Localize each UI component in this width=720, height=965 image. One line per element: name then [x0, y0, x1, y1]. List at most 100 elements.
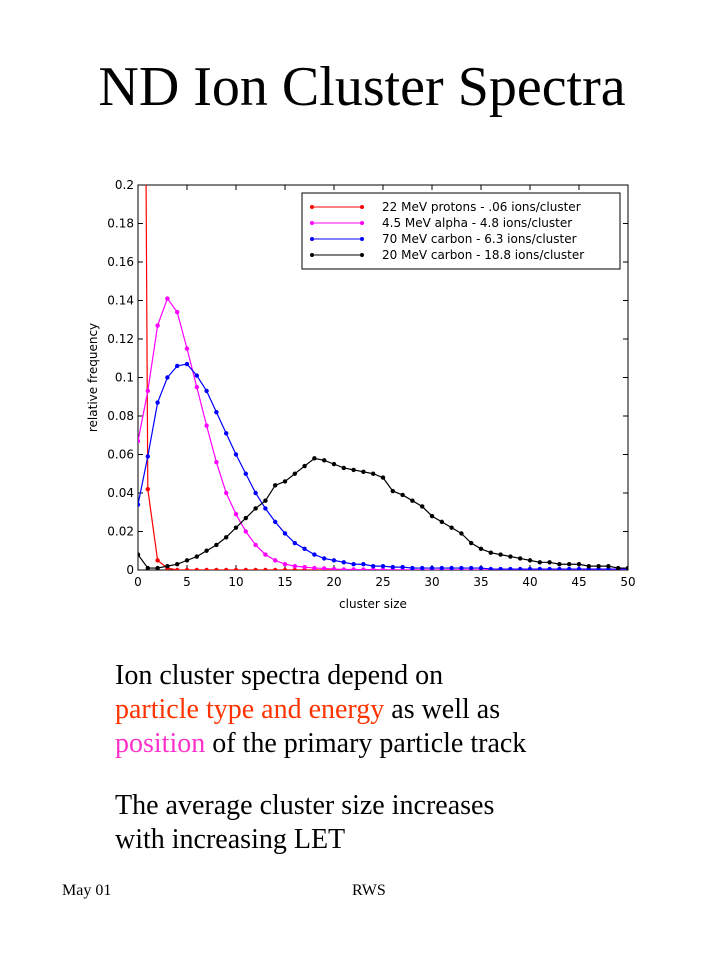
- point: [616, 565, 621, 570]
- point: [576, 562, 582, 567]
- point: [331, 566, 337, 570]
- text-segment: of the primary particle track: [205, 728, 526, 759]
- x-tick-label: 50: [620, 575, 635, 589]
- point: [253, 542, 258, 548]
- point: [224, 431, 229, 436]
- point: [322, 458, 327, 463]
- point: [194, 373, 199, 378]
- point: [488, 566, 493, 570]
- point: [439, 565, 444, 570]
- point: [371, 567, 376, 570]
- point: [410, 498, 415, 503]
- point: [243, 515, 248, 521]
- point: [341, 560, 346, 565]
- point: [469, 540, 474, 546]
- point: [380, 475, 386, 480]
- point: [165, 375, 170, 380]
- point: [233, 525, 239, 530]
- y-axis-label: relative frequency: [86, 323, 100, 432]
- point: [145, 565, 150, 570]
- point: [292, 471, 297, 476]
- point: [204, 567, 209, 570]
- legend-dot: [310, 237, 314, 241]
- point: [292, 567, 297, 570]
- point: [322, 566, 327, 570]
- chart: 0 0.02 0.04 0.06 0.08 0.1 0.12 0.14 0.16 0.18 0.2 0…: [86, 178, 636, 611]
- point: [175, 562, 180, 567]
- legend-dot: [310, 253, 314, 257]
- point: [331, 558, 337, 563]
- y-tick-label: 0.02: [107, 525, 134, 539]
- point: [145, 454, 150, 459]
- text-segment: position: [115, 728, 205, 759]
- y-tick-label: 0.1: [115, 371, 134, 385]
- point: [214, 542, 219, 548]
- point: [557, 562, 562, 567]
- point: [518, 566, 523, 570]
- point: [145, 486, 150, 492]
- x-tick-label: 15: [277, 575, 292, 589]
- x-tick-label: 10: [228, 575, 243, 589]
- legend-dot: [360, 253, 364, 257]
- point: [429, 513, 435, 519]
- point: [586, 563, 591, 569]
- text-line: Ion cluster spectra depend on: [115, 660, 443, 691]
- point: [312, 552, 317, 557]
- text-line: The average cluster size increases: [115, 790, 494, 821]
- point: [527, 558, 533, 563]
- point: [380, 563, 386, 569]
- point: [459, 565, 464, 570]
- point: [400, 492, 405, 498]
- point: [508, 554, 513, 559]
- point: [567, 566, 572, 570]
- x-axis-label: cluster size: [339, 597, 407, 611]
- point: [282, 562, 288, 567]
- point: [155, 323, 160, 328]
- point: [292, 540, 297, 546]
- legend-box: [301, 192, 621, 270]
- point: [282, 479, 288, 484]
- point: [361, 469, 366, 475]
- point: [567, 562, 572, 567]
- legend-label: 22 MeV protons - .06 ions/cluster: [382, 200, 581, 214]
- point: [243, 471, 248, 476]
- point: [263, 506, 268, 511]
- point: [537, 560, 542, 565]
- point: [165, 296, 170, 301]
- point: [138, 552, 141, 557]
- point: [518, 556, 523, 561]
- point: [224, 535, 229, 540]
- point: [390, 564, 395, 570]
- point: [488, 550, 493, 555]
- point: [214, 460, 219, 465]
- point: [547, 566, 552, 570]
- y-tick-label: 0.14: [107, 294, 134, 308]
- point: [625, 565, 628, 570]
- point: [253, 490, 258, 496]
- point: [508, 566, 513, 570]
- legend-label: 4.5 MeV alpha - 4.8 ions/cluster: [382, 216, 572, 230]
- point: [547, 560, 552, 565]
- text-segment: particle type and energy: [115, 694, 384, 725]
- legend-dot: [360, 237, 364, 241]
- point: [138, 438, 141, 444]
- point: [184, 558, 190, 563]
- point: [184, 567, 190, 570]
- x-tick-label: 30: [424, 575, 439, 589]
- point: [449, 525, 454, 530]
- point: [263, 552, 268, 557]
- point: [449, 565, 454, 570]
- point: [596, 563, 601, 569]
- point: [459, 531, 464, 536]
- legend-dot: [360, 221, 364, 225]
- point: [155, 565, 160, 570]
- point: [420, 565, 425, 570]
- point: [410, 565, 415, 570]
- point: [439, 519, 444, 525]
- point: [341, 567, 346, 570]
- point: [204, 423, 209, 428]
- point: [312, 565, 317, 570]
- footer-center: RWS: [352, 882, 386, 899]
- x-tick-label: 5: [183, 575, 191, 589]
